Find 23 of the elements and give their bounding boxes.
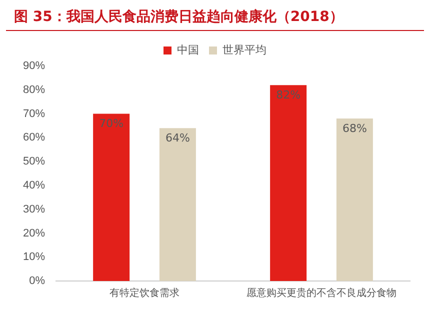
bar [270, 85, 307, 281]
data-label: 82% [276, 88, 301, 102]
data-label: 68% [342, 122, 367, 135]
legend-label: 世界平均 [222, 44, 266, 57]
bar [93, 114, 130, 281]
y-tick-label: 40% [22, 179, 46, 192]
chart-title: 图 35：我国人民食品消费日益趋向健康化（2018） [6, 0, 424, 31]
y-tick-label: 20% [22, 227, 46, 240]
y-tick-label: 60% [22, 132, 46, 144]
legend-label: 中国 [177, 44, 199, 57]
bar [159, 128, 196, 281]
x-tick-label: 愿意购买更贵的不含不良成分食物 [246, 286, 397, 299]
y-tick-label: 50% [22, 156, 46, 168]
y-tick-label: 30% [22, 203, 46, 216]
data-label: 64% [165, 131, 190, 144]
y-tick-label: 10% [22, 251, 46, 264]
y-tick-label: 70% [22, 108, 46, 120]
y-tick-label: 80% [22, 84, 46, 96]
bar [336, 118, 373, 281]
data-label: 70% [99, 117, 124, 130]
y-tick-label: 90% [22, 60, 46, 72]
y-tick-label: 0% [29, 275, 46, 288]
x-tick-label: 有特定饮食需求 [110, 286, 180, 299]
